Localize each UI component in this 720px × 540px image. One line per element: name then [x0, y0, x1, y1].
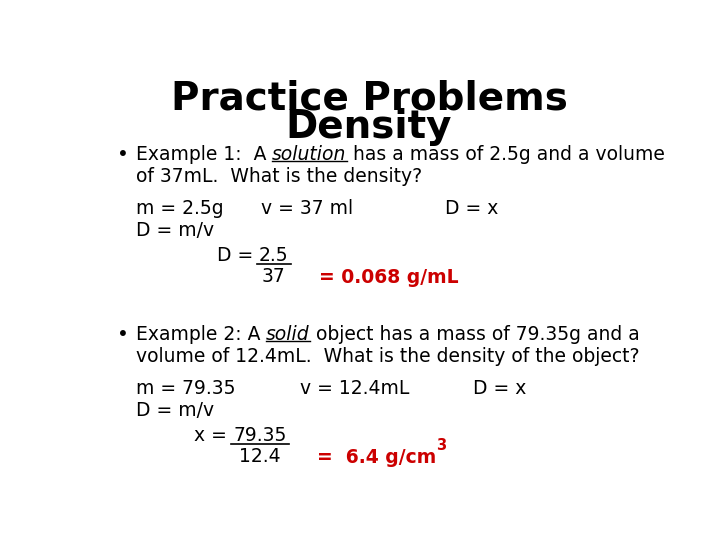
Text: D = m/v: D = m/v	[136, 221, 214, 240]
Text: 37: 37	[262, 267, 286, 286]
Text: Practice Problems: Practice Problems	[171, 79, 567, 117]
Text: =  6.4 g/cm: = 6.4 g/cm	[318, 448, 436, 468]
Text: D = x: D = x	[446, 199, 499, 218]
Text: 3: 3	[436, 437, 446, 453]
Text: 12.4: 12.4	[239, 447, 281, 465]
Text: object has a mass of 79.35g and a: object has a mass of 79.35g and a	[310, 325, 639, 343]
Text: •: •	[117, 145, 129, 164]
Text: has a mass of 2.5g and a volume: has a mass of 2.5g and a volume	[346, 145, 665, 164]
Text: •: •	[117, 325, 129, 343]
Text: D = x: D = x	[473, 379, 527, 399]
Text: volume of 12.4mL.  What is the density of the object?: volume of 12.4mL. What is the density of…	[136, 347, 639, 367]
Text: = 0.068 g/mL: = 0.068 g/mL	[319, 268, 459, 287]
Text: Density: Density	[286, 109, 452, 146]
Text: m = 79.35: m = 79.35	[136, 379, 235, 399]
Text: m = 2.5g: m = 2.5g	[136, 199, 223, 218]
Text: Example 1:  A: Example 1: A	[136, 145, 272, 164]
Text: D = m/v: D = m/v	[136, 401, 214, 421]
Text: Example 2: A: Example 2: A	[136, 325, 266, 343]
Text: solution: solution	[272, 145, 346, 164]
Text: D =: D =	[217, 246, 259, 265]
Text: x =: x =	[194, 427, 233, 446]
Text: of 37mL.  What is the density?: of 37mL. What is the density?	[136, 167, 422, 186]
Text: 2.5: 2.5	[259, 246, 289, 265]
Text: solid: solid	[266, 325, 310, 343]
Text: 79.35: 79.35	[233, 427, 287, 446]
Text: v = 37 ml: v = 37 ml	[261, 199, 354, 218]
Text: v = 12.4mL: v = 12.4mL	[300, 379, 410, 399]
